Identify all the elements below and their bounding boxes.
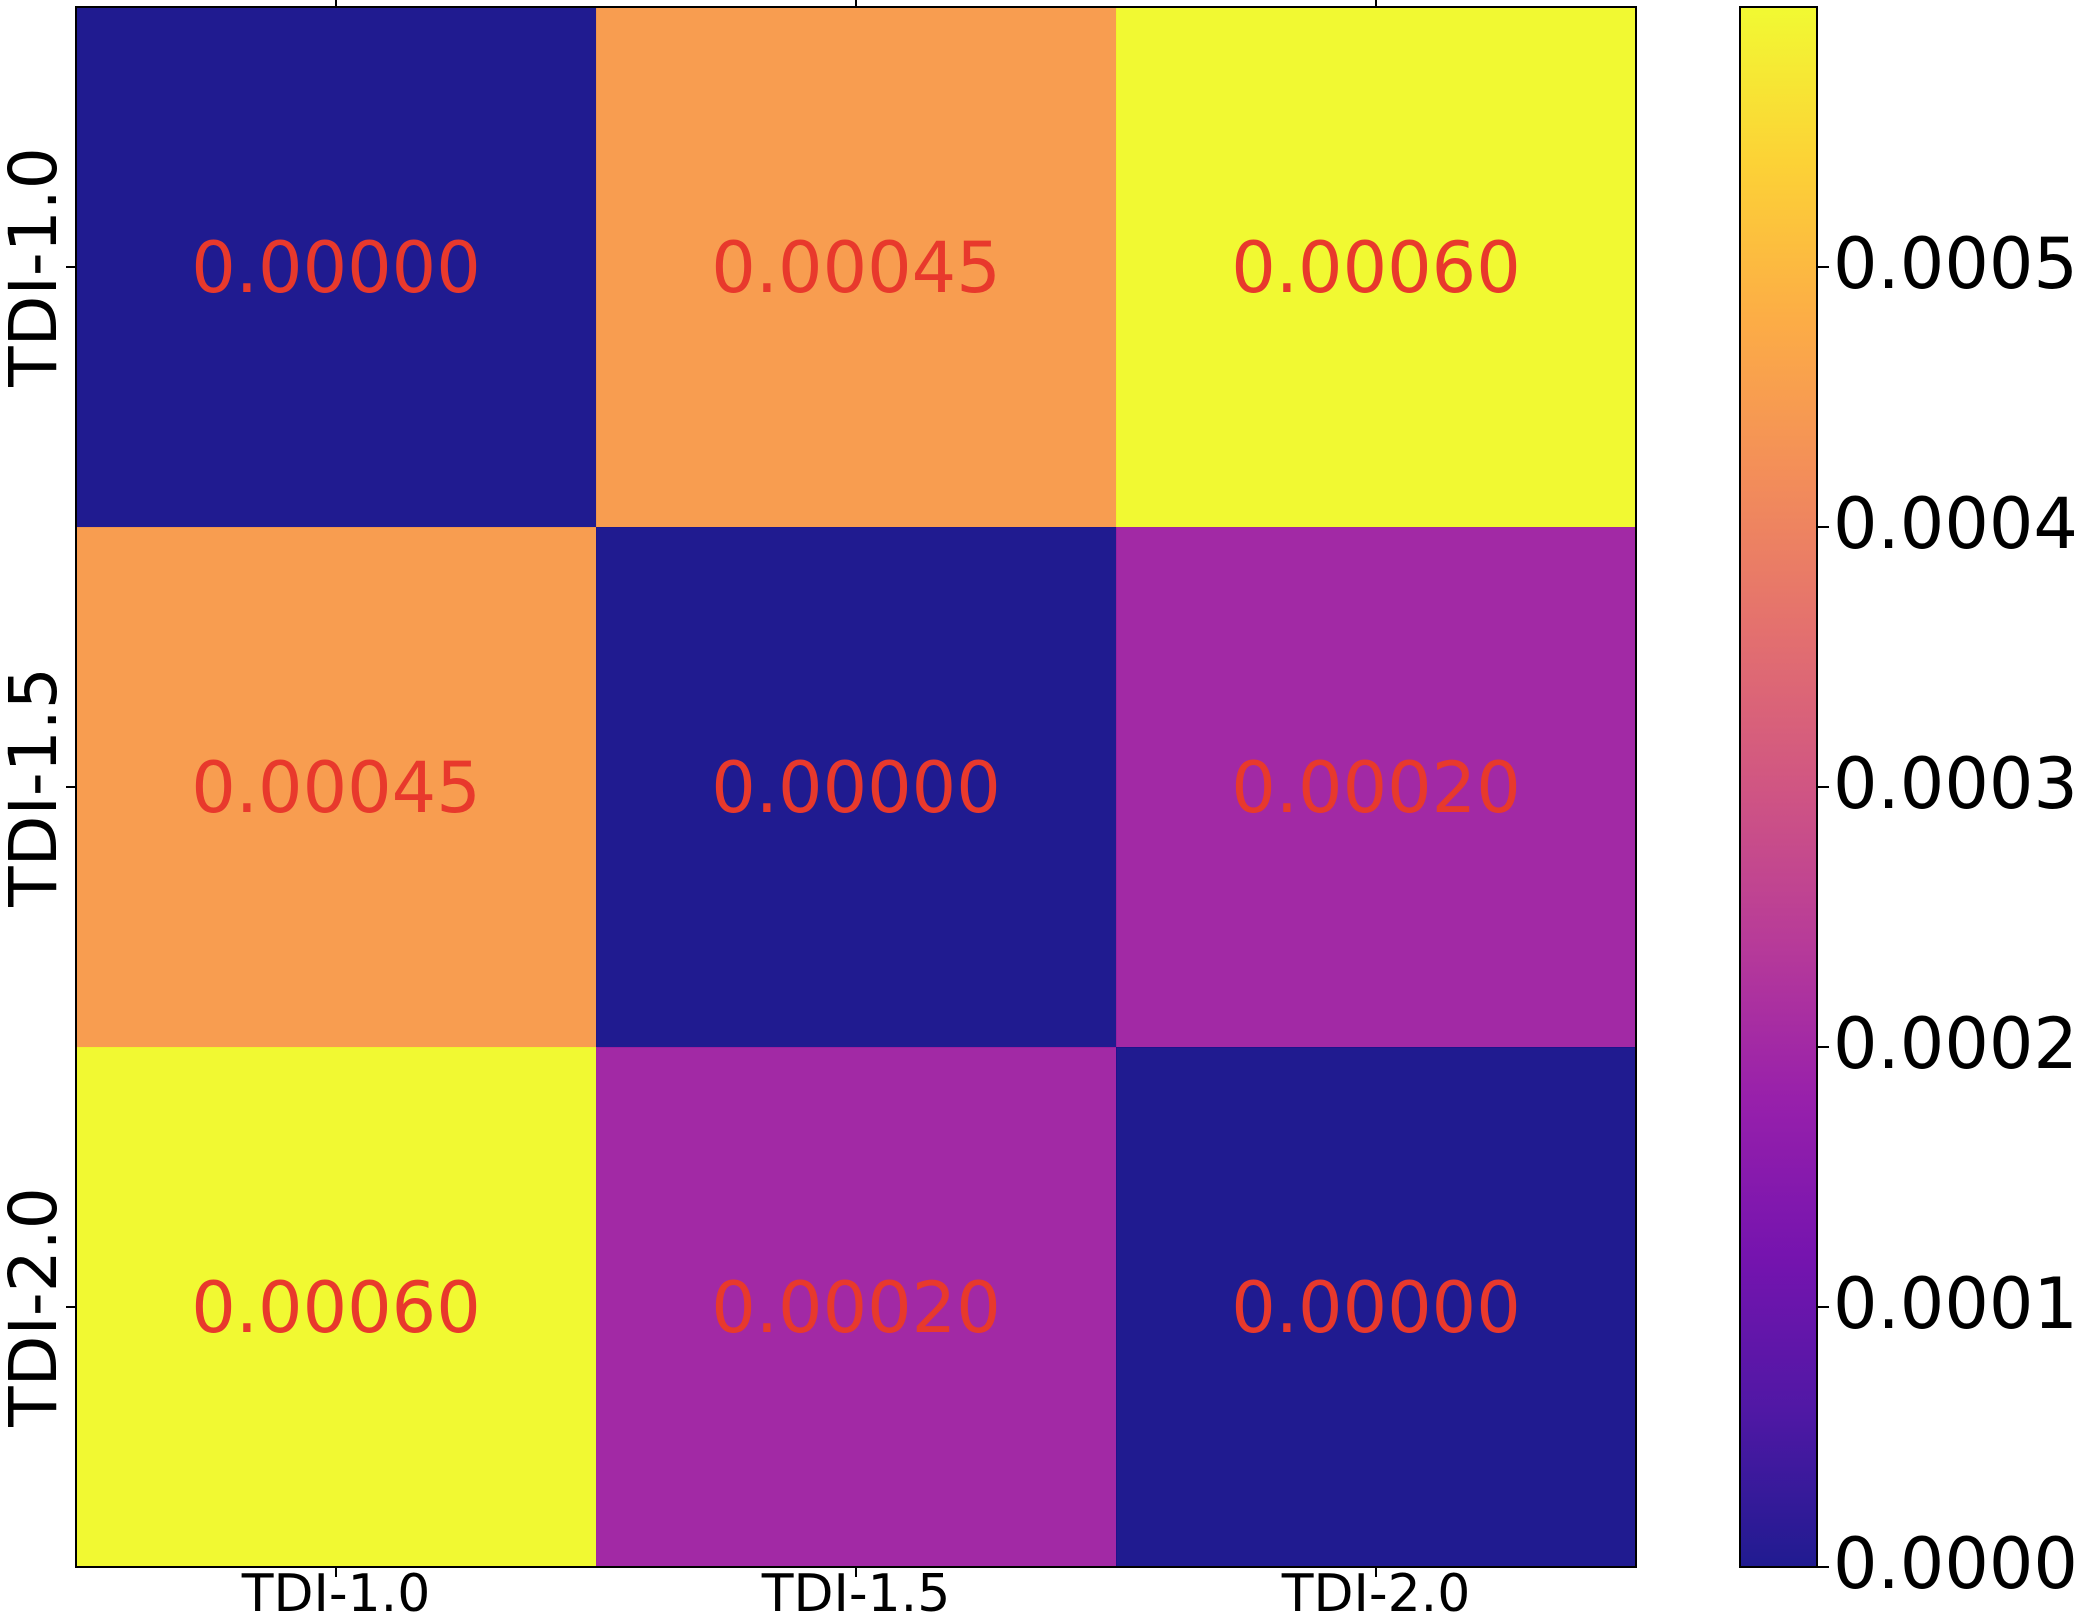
x-tick-label: TDI-2.0 bbox=[1281, 1564, 1471, 1616]
heatmap-cell bbox=[76, 7, 597, 528]
cell-value-label: 0.00060 bbox=[1231, 227, 1520, 309]
colorbar-tick-label: 0.0002 bbox=[1833, 1003, 2078, 1085]
cell-value-label: 0.00000 bbox=[191, 227, 480, 309]
x-tick-label: TDI-1.5 bbox=[761, 1564, 951, 1616]
heatmap-cell bbox=[596, 7, 1117, 528]
heatmap-cell bbox=[1116, 527, 1637, 1048]
cell-value-label: 0.00000 bbox=[711, 747, 1000, 829]
cell-value-label: 0.00000 bbox=[1231, 1267, 1520, 1349]
colorbar-tick-label: 0.0004 bbox=[1833, 483, 2078, 565]
heatmap-cell bbox=[596, 527, 1117, 1048]
heatmap-cell bbox=[76, 527, 597, 1048]
y-tick-label: TDI-1.5 bbox=[0, 667, 72, 907]
cell-value-label: 0.00045 bbox=[191, 747, 480, 829]
colorbar-tick-label: 0.0005 bbox=[1833, 223, 2078, 305]
colorbar-tick-label: 0.0001 bbox=[1833, 1263, 2078, 1345]
colorbar-tick-label: 0.0003 bbox=[1833, 743, 2078, 825]
cell-value-label: 0.00020 bbox=[1231, 747, 1520, 829]
heatmap-cell bbox=[596, 1047, 1117, 1568]
colorbar-tick-label: 0.0000 bbox=[1833, 1523, 2078, 1605]
colorbar bbox=[1739, 6, 1818, 1568]
cell-value-label: 0.00060 bbox=[191, 1267, 480, 1349]
cell-value-label: 0.00045 bbox=[711, 227, 1000, 309]
heatmap-cell bbox=[1116, 1047, 1637, 1568]
y-tick-label: TDI-1.0 bbox=[0, 147, 72, 387]
x-tick-label: TDI-1.0 bbox=[241, 1564, 431, 1616]
cell-value-label: 0.00020 bbox=[711, 1267, 1000, 1349]
y-tick-label: TDI-2.0 bbox=[0, 1187, 72, 1427]
heatmap-cell bbox=[1116, 7, 1637, 528]
heatmap-cell bbox=[76, 1047, 597, 1568]
